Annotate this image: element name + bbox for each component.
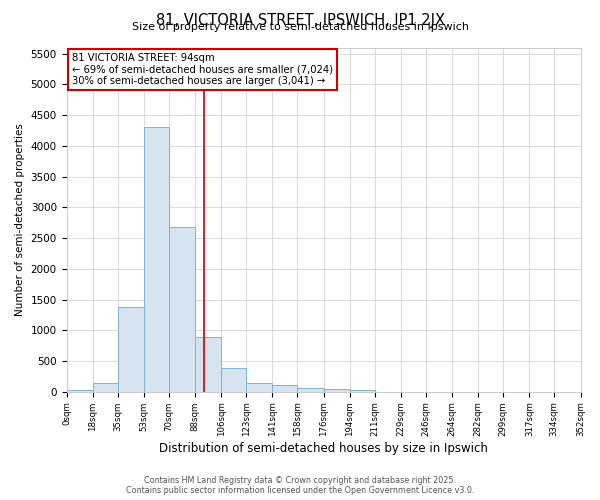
Y-axis label: Number of semi-detached properties: Number of semi-detached properties: [15, 123, 25, 316]
Bar: [221, 368, 246, 392]
Bar: [350, 390, 374, 392]
Bar: [93, 382, 118, 392]
X-axis label: Distribution of semi-detached houses by size in Ipswich: Distribution of semi-detached houses by …: [159, 442, 488, 455]
Bar: [144, 128, 169, 392]
Bar: [272, 386, 297, 392]
Bar: [297, 388, 323, 392]
Text: Contains HM Land Registry data © Crown copyright and database right 2025.
Contai: Contains HM Land Registry data © Crown c…: [126, 476, 474, 495]
Bar: [195, 337, 221, 392]
Bar: [246, 382, 272, 392]
Bar: [67, 390, 93, 392]
Bar: [169, 227, 195, 392]
Text: 81, VICTORIA STREET, IPSWICH, IP1 2JX: 81, VICTORIA STREET, IPSWICH, IP1 2JX: [155, 12, 445, 28]
Bar: [323, 390, 350, 392]
Text: Size of property relative to semi-detached houses in Ipswich: Size of property relative to semi-detach…: [131, 22, 469, 32]
Bar: [118, 307, 144, 392]
Text: 81 VICTORIA STREET: 94sqm
← 69% of semi-detached houses are smaller (7,024)
30% : 81 VICTORIA STREET: 94sqm ← 69% of semi-…: [71, 52, 332, 86]
